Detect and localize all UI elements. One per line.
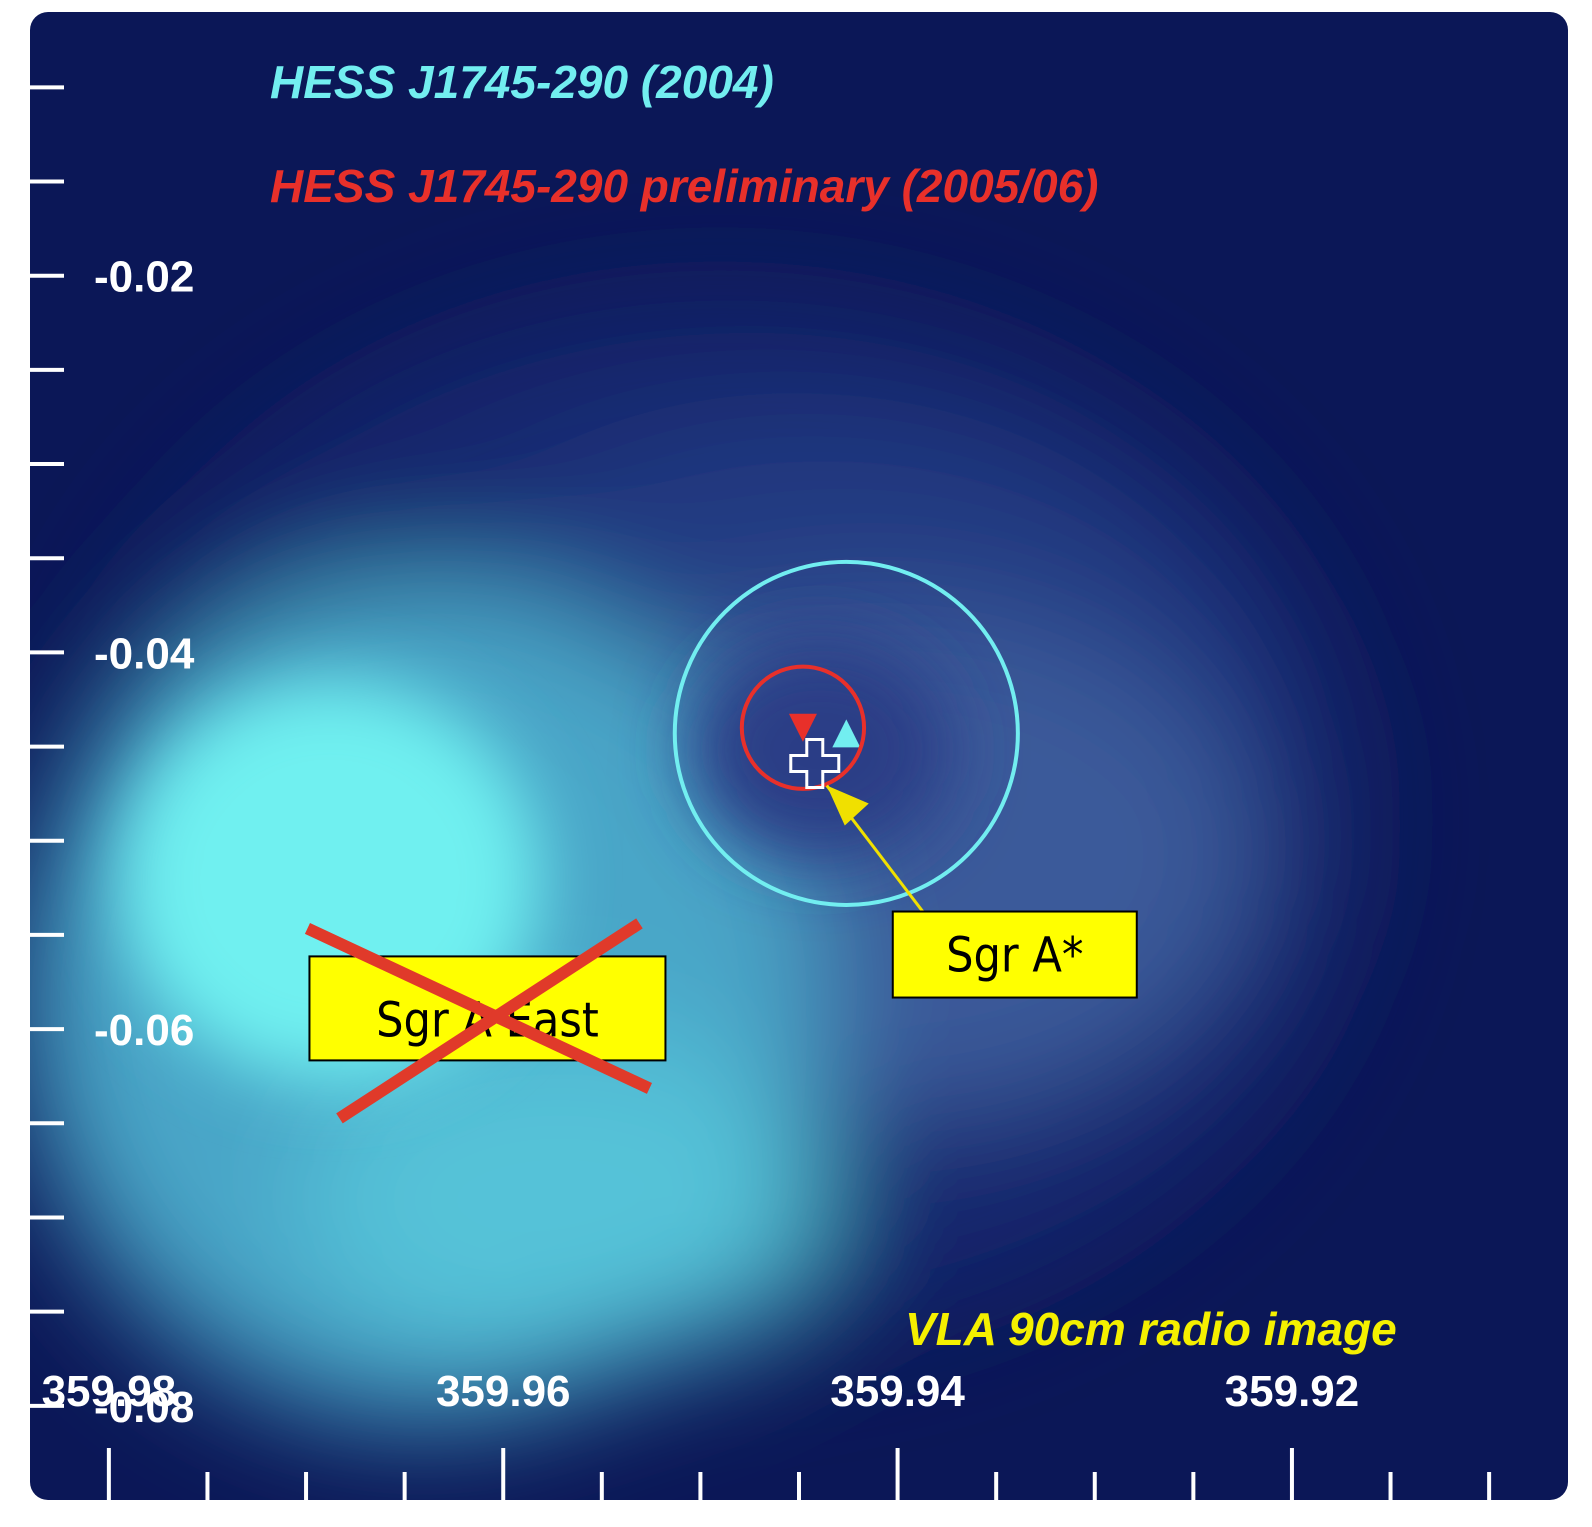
y-tick-label: -0.06 [94, 1006, 194, 1055]
y-tick-label: -0.04 [94, 629, 195, 678]
x-tick-label: 359.92 [1225, 1367, 1360, 1416]
page: {"chart_data": { "type": "skymap", "xlim… [0, 0, 1592, 1527]
y-tick-label: -0.02 [94, 253, 194, 302]
legend-entry: HESS J1745-290 (2004) [270, 56, 774, 108]
x-tick-label: 359.96 [436, 1367, 571, 1416]
legend-entry: HESS J1745-290 preliminary (2005/06) [270, 160, 1099, 212]
annotation: VLA 90cm radio image [905, 1303, 1397, 1355]
source-label: Sgr A* [946, 928, 1083, 984]
x-tick-label: 359.94 [830, 1367, 965, 1416]
x-tick-label: 359.98 [42, 1367, 177, 1416]
chart: -0.02-0.04-0.06-0.08359.98359.96359.9435… [0, 0, 1592, 1527]
